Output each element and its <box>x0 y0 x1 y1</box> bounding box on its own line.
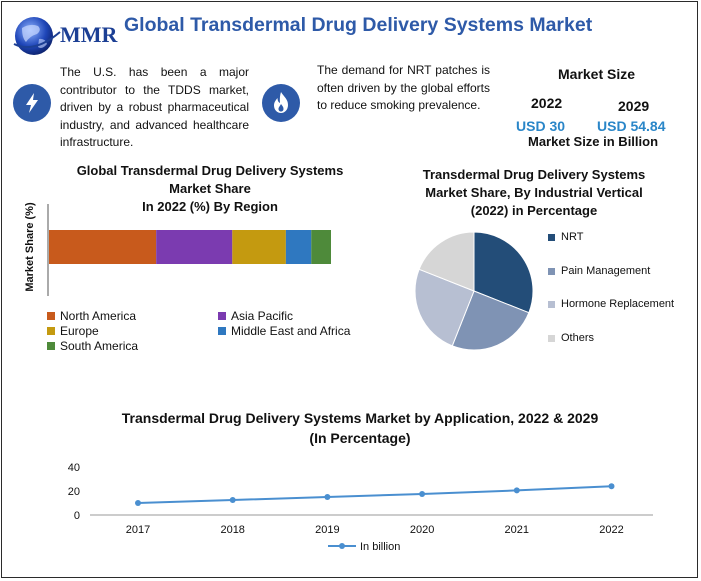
legend-swatch <box>548 267 555 275</box>
line-series-in-billion <box>137 485 612 504</box>
region-chart-title-line-2: Market Share <box>169 181 251 196</box>
legend-label: NRT <box>561 231 584 243</box>
market-size-year-2022: 2022 <box>531 95 563 111</box>
region-stacked-bar-chart: Market Share (%) <box>24 202 331 296</box>
bar-segment-middle-east-and-africa <box>285 230 312 264</box>
market-size-year-2029: 2029 <box>618 98 650 114</box>
vertical-chart-title-line-1: Transdermal Drug Delivery Systems <box>422 167 646 182</box>
vertical-chart-title-line-2: Market Share, By Industrial Vertical <box>425 185 643 200</box>
pie-legend-item-pain-management: Pain Management <box>548 265 650 277</box>
legend-label: Middle East and Africa <box>231 324 351 338</box>
legend-swatch <box>548 233 555 241</box>
legend-swatch <box>47 327 55 335</box>
legend-item-asia-pacific: Asia Pacific <box>218 309 293 323</box>
line-point-2020 <box>419 491 426 497</box>
line-legend-label: In billion <box>360 541 400 553</box>
vertical-chart-title: Transdermal Drug Delivery Systems Market… <box>405 166 663 220</box>
line-point-2018 <box>229 497 236 503</box>
line-point-2021 <box>513 487 520 494</box>
application-chart-title-line-2: (In Percentage) <box>309 430 411 446</box>
pie-slice-hormone-replacement <box>414 268 475 347</box>
legend-swatch <box>47 312 55 320</box>
logo-text: MMR <box>60 22 118 47</box>
region-chart-ylabel: Market Share (%) <box>24 202 36 292</box>
x-tick-label-2018: 2018 <box>220 524 244 536</box>
region-chart-title-line-1: Global Transdermal Drug Delivery Systems <box>76 163 344 178</box>
legend-item-north-america: North America <box>47 309 136 323</box>
pie-legend-item-hormone-replacement: Hormone Replacement <box>548 298 674 310</box>
flame-icon <box>262 84 300 122</box>
application-chart-title-line-1: Transdermal Drug Delivery Systems Market… <box>121 410 599 426</box>
vertical-chart-title-line-3: (2022) in Percentage <box>470 203 598 218</box>
line-legend-marker <box>339 543 345 549</box>
legend-swatch <box>218 312 226 320</box>
bar-segment-europe <box>232 230 286 264</box>
blurb-nrt-demand: The demand for NRT patches is often driv… <box>317 63 490 112</box>
blurb-us-market: The U.S. has been a major contributor to… <box>60 65 249 149</box>
vertical-pie-chart <box>414 231 534 351</box>
legend-swatch <box>47 342 55 350</box>
legend-item-south-america: South America <box>47 339 138 353</box>
x-tick-label-2021: 2021 <box>505 524 529 536</box>
y-tick-label-40: 40 <box>68 462 80 474</box>
application-chart-title: Transdermal Drug Delivery Systems Market… <box>80 408 640 448</box>
x-tick-label-2020: 2020 <box>410 524 434 536</box>
legend-label: Hormone Replacement <box>561 298 675 310</box>
legend-item-europe: Europe <box>47 324 99 338</box>
legend-label: Asia Pacific <box>231 309 294 323</box>
lightning-bolt-icon <box>13 84 51 122</box>
pie-slice-nrt <box>473 231 534 314</box>
pie-slice-others <box>418 231 475 292</box>
mmr-logo <box>13 17 61 55</box>
legend-swatch <box>548 334 555 342</box>
y-tick-label-0: 0 <box>74 510 80 522</box>
legend-label: Others <box>561 332 595 344</box>
bar-segment-south-america <box>311 230 331 264</box>
application-line-chart: 0 20 40 2017 2018 2019 2020 2021 2022 In billio… <box>68 462 653 553</box>
bar-segment-north-america <box>49 230 157 264</box>
x-tick-label-2017: 2017 <box>126 524 150 536</box>
x-tick-label-2019: 2019 <box>315 524 339 536</box>
legend-label: South America <box>60 339 139 353</box>
bar-segment-asia-pacific <box>156 230 233 264</box>
line-point-2019 <box>324 494 331 500</box>
line-point-2022 <box>608 483 615 490</box>
line-point-2017 <box>135 500 141 506</box>
legend-label: North America <box>60 309 137 323</box>
legend-item-middle-east-and-africa: Middle East and Africa <box>218 324 350 338</box>
legend-swatch <box>548 300 555 308</box>
region-chart-title: Global Transdermal Drug Delivery Systems… <box>60 162 360 216</box>
market-size-subtitle: Market Size in Billion <box>528 134 659 149</box>
x-tick-label-2022: 2022 <box>599 524 623 536</box>
y-tick-label-20: 20 <box>68 486 80 498</box>
market-size-title: Market Size <box>558 66 636 82</box>
pie-slice-pain-management <box>451 290 530 351</box>
region-chart-title-line-3: In 2022 (%) By Region <box>142 199 278 214</box>
pie-legend-item-others: Others <box>548 332 594 344</box>
page-title: Global Transdermal Drug Delivery Systems… <box>124 14 593 36</box>
market-size-value-2029: USD 54.84 <box>597 118 666 134</box>
legend-label: Europe <box>60 324 99 338</box>
market-size-value-2022: USD 30 <box>516 118 566 134</box>
legend-label: Pain Management <box>561 265 651 277</box>
legend-swatch <box>218 327 226 335</box>
pie-legend-item-nrt: NRT <box>548 231 583 243</box>
